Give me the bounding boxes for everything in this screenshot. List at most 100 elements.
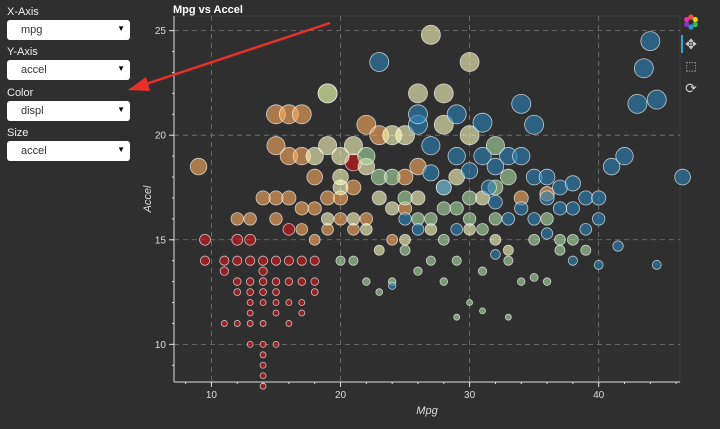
- data-point[interactable]: [357, 147, 376, 166]
- color-select[interactable]: displ ▼: [7, 101, 130, 121]
- data-point[interactable]: [233, 288, 242, 296]
- data-point[interactable]: [446, 104, 467, 125]
- data-point[interactable]: [529, 273, 539, 282]
- data-point[interactable]: [473, 147, 492, 166]
- data-point[interactable]: [284, 277, 294, 286]
- data-point[interactable]: [291, 104, 312, 125]
- data-point[interactable]: [564, 175, 581, 192]
- data-point[interactable]: [244, 233, 256, 246]
- data-point[interactable]: [298, 309, 306, 317]
- data-point[interactable]: [255, 190, 271, 206]
- data-point[interactable]: [489, 233, 502, 246]
- data-point[interactable]: [259, 361, 267, 369]
- data-point[interactable]: [399, 244, 411, 256]
- data-point[interactable]: [472, 112, 493, 133]
- data-point[interactable]: [542, 277, 552, 286]
- data-point[interactable]: [360, 223, 373, 236]
- data-point[interactable]: [258, 255, 269, 266]
- data-point[interactable]: [451, 255, 462, 266]
- data-point[interactable]: [399, 233, 411, 246]
- data-point[interactable]: [362, 277, 371, 286]
- data-point[interactable]: [524, 114, 545, 135]
- data-point[interactable]: [281, 190, 297, 206]
- data-point[interactable]: [335, 255, 346, 266]
- data-point[interactable]: [333, 212, 348, 226]
- data-point[interactable]: [579, 223, 593, 236]
- data-point[interactable]: [502, 244, 514, 256]
- data-point[interactable]: [245, 277, 255, 286]
- data-point[interactable]: [514, 201, 529, 216]
- data-point[interactable]: [310, 277, 319, 286]
- data-point[interactable]: [246, 288, 254, 296]
- data-point[interactable]: [332, 168, 349, 186]
- data-point[interactable]: [219, 266, 229, 276]
- data-point[interactable]: [388, 281, 397, 290]
- data-point[interactable]: [615, 147, 634, 166]
- data-point[interactable]: [477, 266, 488, 276]
- data-point[interactable]: [481, 179, 497, 196]
- data-point[interactable]: [373, 244, 385, 256]
- data-point[interactable]: [527, 212, 541, 226]
- data-point[interactable]: [296, 255, 307, 266]
- data-point[interactable]: [580, 244, 592, 256]
- data-point[interactable]: [375, 288, 384, 296]
- data-point[interactable]: [459, 125, 480, 146]
- data-point[interactable]: [307, 201, 322, 216]
- data-point[interactable]: [479, 307, 486, 315]
- data-point[interactable]: [490, 249, 501, 260]
- data-point[interactable]: [318, 136, 338, 156]
- data-point[interactable]: [422, 164, 440, 182]
- data-point[interactable]: [449, 201, 464, 216]
- data-point[interactable]: [461, 162, 479, 180]
- data-point[interactable]: [246, 340, 254, 348]
- data-point[interactable]: [258, 266, 268, 276]
- data-point[interactable]: [459, 52, 480, 72]
- data-point[interactable]: [271, 277, 281, 286]
- data-point[interactable]: [500, 168, 517, 186]
- data-point[interactable]: [199, 255, 211, 266]
- data-point[interactable]: [306, 168, 323, 186]
- data-point[interactable]: [243, 212, 257, 226]
- data-point[interactable]: [246, 320, 254, 327]
- data-point[interactable]: [511, 93, 532, 114]
- data-point[interactable]: [488, 212, 503, 226]
- data-point[interactable]: [421, 136, 441, 156]
- data-point[interactable]: [266, 136, 286, 156]
- data-point[interactable]: [674, 168, 691, 186]
- data-point[interactable]: [308, 233, 321, 246]
- data-point[interactable]: [538, 168, 556, 186]
- y-axis-select[interactable]: accel ▼: [7, 60, 130, 80]
- data-point[interactable]: [517, 277, 526, 286]
- data-point[interactable]: [591, 190, 607, 206]
- data-point[interactable]: [317, 83, 338, 104]
- data-point[interactable]: [425, 255, 436, 266]
- pan-icon[interactable]: ✥: [685, 35, 697, 52]
- data-point[interactable]: [578, 190, 594, 206]
- data-point[interactable]: [462, 190, 478, 206]
- data-point[interactable]: [320, 212, 335, 226]
- data-point[interactable]: [272, 309, 280, 317]
- data-point[interactable]: [398, 212, 412, 226]
- size-select[interactable]: accel ▼: [7, 141, 130, 161]
- data-point[interactable]: [565, 201, 580, 216]
- data-point[interactable]: [485, 136, 505, 156]
- data-point[interactable]: [501, 212, 515, 226]
- data-point[interactable]: [462, 212, 477, 226]
- data-point[interactable]: [230, 212, 244, 226]
- data-point[interactable]: [348, 255, 359, 266]
- data-point[interactable]: [397, 190, 413, 206]
- data-point[interactable]: [297, 277, 307, 286]
- data-point[interactable]: [437, 233, 450, 246]
- data-point[interactable]: [420, 24, 441, 45]
- data-point[interactable]: [219, 255, 230, 266]
- data-point[interactable]: [512, 147, 531, 166]
- data-point[interactable]: [305, 147, 324, 166]
- data-point[interactable]: [436, 201, 451, 216]
- data-point[interactable]: [259, 340, 267, 348]
- data-point[interactable]: [258, 277, 268, 286]
- data-point[interactable]: [646, 89, 667, 110]
- data-point[interactable]: [259, 372, 267, 380]
- data-point[interactable]: [385, 201, 400, 216]
- data-point[interactable]: [233, 320, 241, 327]
